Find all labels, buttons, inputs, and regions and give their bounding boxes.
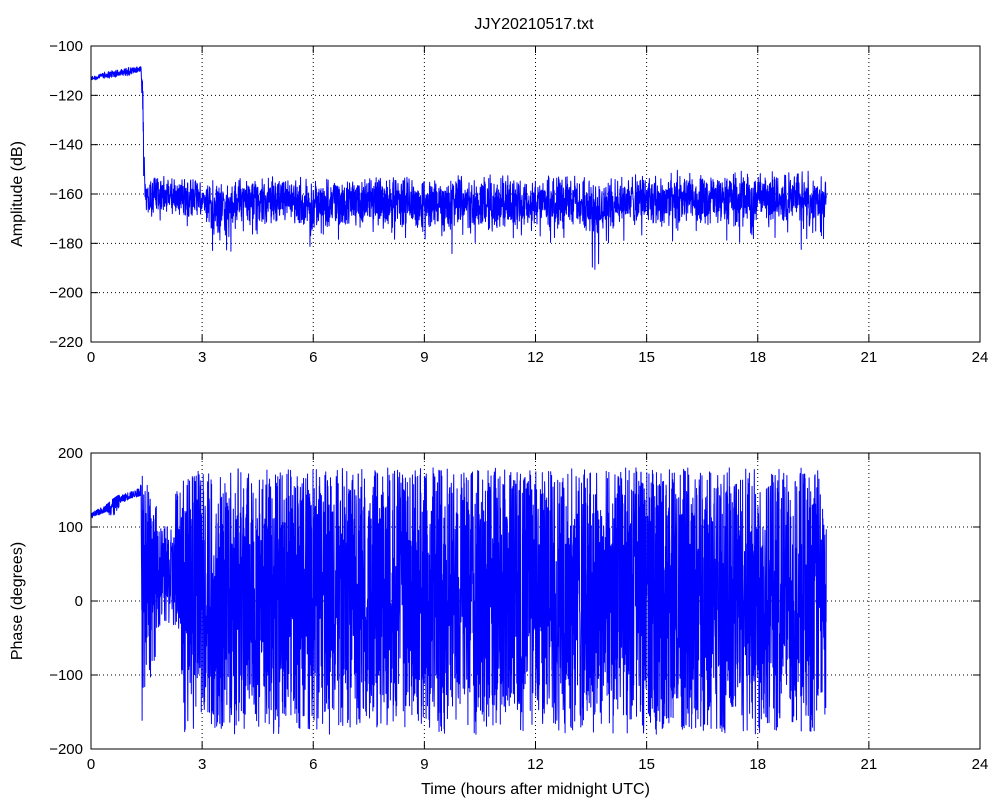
x-tick-label: 12: [527, 756, 544, 773]
x-tick-label: 0: [87, 349, 95, 366]
y-tick-label: 0: [75, 593, 83, 610]
x-tick-label: 18: [749, 349, 766, 366]
y-axis-label: Phase (degrees): [9, 542, 26, 660]
x-tick-label: 21: [861, 756, 878, 773]
y-tick-label: 200: [58, 445, 83, 462]
x-tick-label: 3: [198, 349, 206, 366]
amplitude-series-line: [90, 66, 827, 270]
y-tick-label: −160: [49, 186, 83, 203]
x-tick-label: 0: [87, 756, 95, 773]
x-tick-label: 15: [638, 349, 655, 366]
amplitude-plot: 0 3 6 9 12 15 18 21 24 −100 −120 −140 −160 −180 −200 −2…: [9, 38, 988, 366]
x-axis-label: Time (hours after midnight UTC): [421, 781, 650, 798]
x-tick-label: 9: [420, 756, 428, 773]
y-tick-label: 100: [58, 519, 83, 536]
chart-title: JJY20210517.txt: [474, 16, 594, 33]
x-tick-label: 15: [638, 756, 655, 773]
x-tick-label: 6: [309, 349, 317, 366]
y-tick-label: −200: [49, 741, 83, 758]
y-tick-label: −140: [49, 137, 83, 154]
x-tick-label: 6: [309, 756, 317, 773]
y-tick-label: −180: [49, 235, 83, 252]
x-tick-label: 9: [420, 349, 428, 366]
y-tick-label: −100: [49, 38, 83, 55]
y-tick-label: −100: [49, 667, 83, 684]
y-tick-label: −200: [49, 285, 83, 302]
x-tick-label: 3: [198, 756, 206, 773]
y-tick-label: −120: [49, 87, 83, 104]
x-tick-label: 24: [972, 756, 989, 773]
x-tick-label: 21: [861, 349, 878, 366]
y-axis-label: Amplitude (dB): [9, 141, 26, 247]
y-tick-label: −220: [49, 334, 83, 351]
x-tick-label: 18: [749, 756, 766, 773]
x-tick-label: 24: [972, 349, 989, 366]
x-tick-label: 12: [527, 349, 544, 366]
phase-plot: 0 3 6 9 12 15 18 21 24 200 100 0 −100 −200 Phase (degr…: [9, 445, 988, 798]
phase-series-line: [90, 467, 827, 735]
